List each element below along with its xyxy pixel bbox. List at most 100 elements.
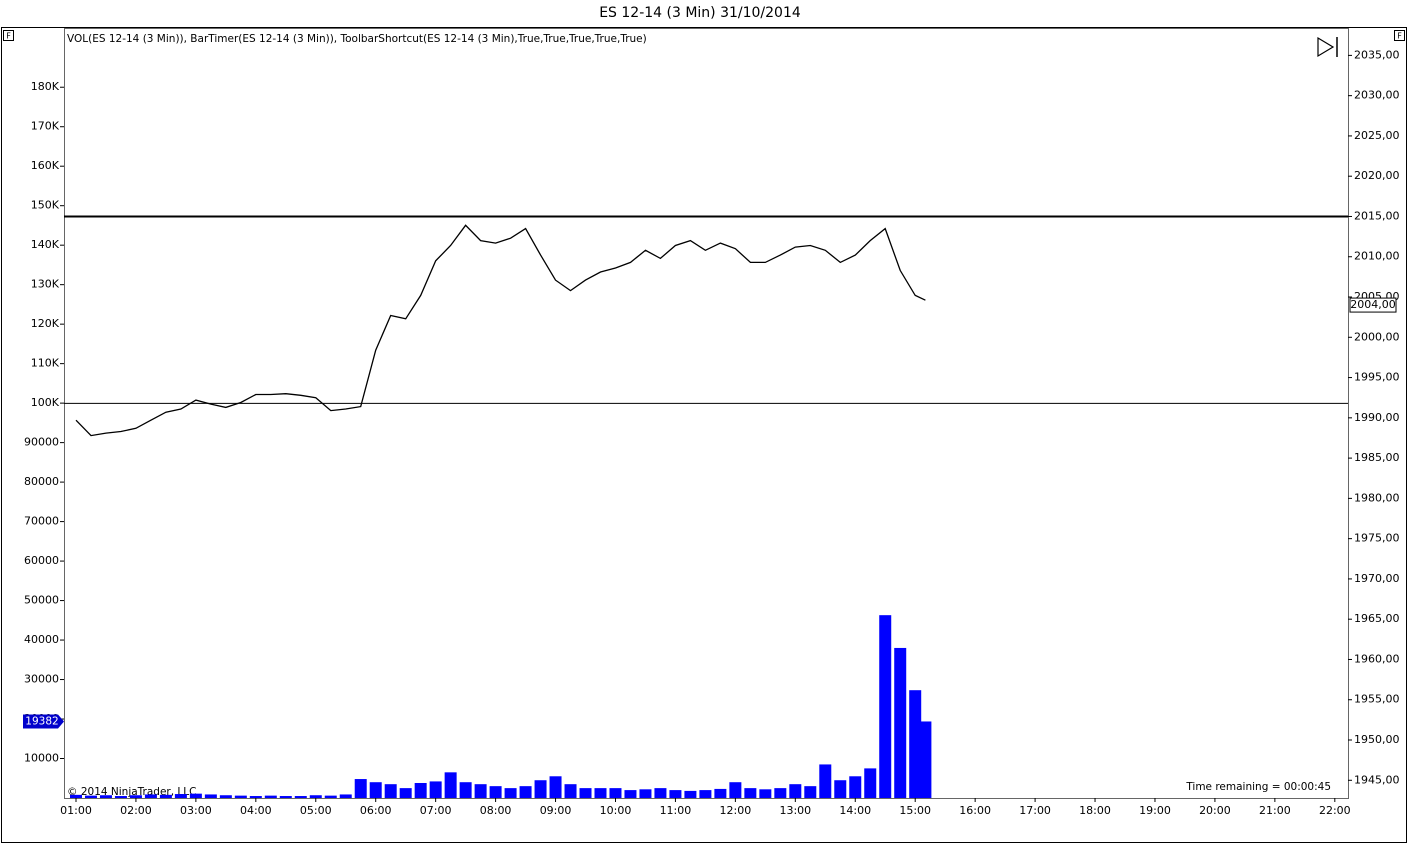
y-tick-label: 180K bbox=[31, 80, 60, 93]
x-tick-label: 16:00 bbox=[959, 804, 991, 817]
y-tick-label: 110K bbox=[31, 357, 60, 370]
indicators-label: VOL(ES 12-14 (3 Min)), BarTimer(ES 12-14… bbox=[67, 33, 647, 45]
volume-bar bbox=[414, 782, 427, 798]
y2-tick-label: 1960,00 bbox=[1354, 652, 1400, 665]
volume-bar bbox=[729, 782, 742, 798]
y-tick-label: 130K bbox=[31, 278, 60, 291]
volume-bar bbox=[234, 795, 247, 798]
x-tick-label: 01:00 bbox=[60, 804, 92, 817]
x-tick-label: 06:00 bbox=[360, 804, 392, 817]
x-tick-label: 09:00 bbox=[540, 804, 572, 817]
volume-bar bbox=[144, 794, 157, 798]
y2-tick-label: 1965,00 bbox=[1354, 612, 1400, 625]
x-tick-label: 04:00 bbox=[240, 804, 272, 817]
x-tick-label: 11:00 bbox=[660, 804, 692, 817]
panel-button-label: F bbox=[6, 32, 11, 41]
volume-bar bbox=[399, 788, 412, 798]
y2-tick-label: 1955,00 bbox=[1354, 693, 1400, 706]
volume-bar bbox=[129, 795, 142, 798]
volume-bar bbox=[744, 788, 757, 798]
volume-bar bbox=[474, 784, 487, 798]
volume-marker-box bbox=[23, 714, 64, 729]
x-tick-label: 18:00 bbox=[1079, 804, 1111, 817]
volume-bar bbox=[684, 790, 697, 798]
y2-tick-label: 1970,00 bbox=[1354, 572, 1400, 585]
y2-tick-label: 1945,00 bbox=[1354, 773, 1400, 786]
volume-bar bbox=[384, 784, 397, 798]
volume-bar bbox=[459, 782, 472, 798]
y2-tick-label: 2020,00 bbox=[1354, 169, 1400, 182]
frame bbox=[1, 27, 1407, 843]
volume-bar bbox=[624, 790, 637, 798]
y-tick-label: 120K bbox=[31, 317, 60, 330]
volume-bar bbox=[849, 776, 862, 798]
play-button[interactable] bbox=[1317, 36, 1338, 58]
panel-button-label: F bbox=[1397, 32, 1402, 41]
x-tick-label: 07:00 bbox=[420, 804, 452, 817]
volume-bar bbox=[189, 793, 202, 798]
volume-bar bbox=[699, 790, 712, 798]
y-tick-label: 160K bbox=[31, 159, 60, 172]
volume-bar bbox=[654, 788, 667, 798]
volume-bar bbox=[639, 789, 652, 798]
price-marker-label: 2004,00 bbox=[1350, 298, 1396, 311]
x-tick-label: 22:00 bbox=[1319, 804, 1351, 817]
volume-bar bbox=[429, 781, 442, 798]
volume-marker-label: 19382 bbox=[25, 715, 58, 727]
y-tick-label: 70000 bbox=[24, 515, 59, 528]
y-tick-label: 150K bbox=[31, 199, 60, 212]
x-tick-label: 03:00 bbox=[180, 804, 212, 817]
y-tick-label: 30000 bbox=[24, 673, 59, 686]
volume-bar bbox=[99, 795, 112, 798]
x-tick-label: 08:00 bbox=[480, 804, 512, 817]
x-tick-label: 14:00 bbox=[839, 804, 871, 817]
y2-tick-label: 2035,00 bbox=[1354, 48, 1400, 61]
volume-bar bbox=[504, 788, 517, 798]
volume-bar bbox=[919, 721, 932, 798]
x-tick-label: 05:00 bbox=[300, 804, 332, 817]
volume-bar bbox=[519, 786, 532, 798]
panel-button[interactable] bbox=[3, 30, 14, 41]
volume-bar bbox=[864, 768, 877, 798]
price-line bbox=[75, 224, 926, 437]
y2-tick-label: 1980,00 bbox=[1354, 491, 1400, 504]
y2-tick-label: 1950,00 bbox=[1354, 733, 1400, 746]
plot-area bbox=[64, 28, 1349, 799]
x-tick-label: 02:00 bbox=[120, 804, 152, 817]
y2-tick-label: 1990,00 bbox=[1354, 411, 1400, 424]
volume-bar bbox=[369, 782, 382, 798]
y-tick-label: 40000 bbox=[24, 633, 59, 646]
volume-bar bbox=[324, 795, 337, 798]
volume-bar bbox=[534, 780, 547, 798]
y2-tick-label: 2025,00 bbox=[1354, 129, 1400, 142]
volume-bar bbox=[114, 796, 127, 798]
y-tick-label: 50000 bbox=[24, 594, 59, 607]
volume-bar bbox=[759, 789, 772, 798]
volume-bar bbox=[339, 794, 352, 798]
volume-bar bbox=[564, 784, 577, 798]
panel-button[interactable] bbox=[1394, 30, 1405, 41]
chart-title: ES 12-14 (3 Min) 31/10/2014 bbox=[599, 5, 801, 21]
volume-bar bbox=[804, 786, 817, 798]
price-marker-box bbox=[1349, 297, 1397, 313]
time-remaining: Time remaining = 00:00:45 bbox=[1185, 781, 1331, 793]
volume-bar bbox=[444, 772, 457, 798]
x-tick-label: 12:00 bbox=[720, 804, 752, 817]
y-tick-label: 100K bbox=[31, 396, 60, 409]
y-tick-label: 90000 bbox=[24, 436, 59, 449]
y2-tick-label: 1985,00 bbox=[1354, 451, 1400, 464]
volume-bar bbox=[159, 794, 172, 798]
y2-tick-label: 2030,00 bbox=[1354, 89, 1400, 102]
y-tick-label: 10000 bbox=[24, 752, 59, 765]
y2-tick-label: 2000,00 bbox=[1354, 330, 1400, 343]
volume-bar bbox=[249, 796, 262, 798]
y2-tick-label: 1995,00 bbox=[1354, 371, 1400, 384]
x-tick-label: 20:00 bbox=[1199, 804, 1231, 817]
volume-bar bbox=[594, 788, 607, 798]
y-tick-label: 170K bbox=[31, 120, 60, 133]
volume-bar bbox=[204, 794, 217, 798]
x-tick-label: 21:00 bbox=[1259, 804, 1291, 817]
volume-bar bbox=[354, 779, 367, 798]
